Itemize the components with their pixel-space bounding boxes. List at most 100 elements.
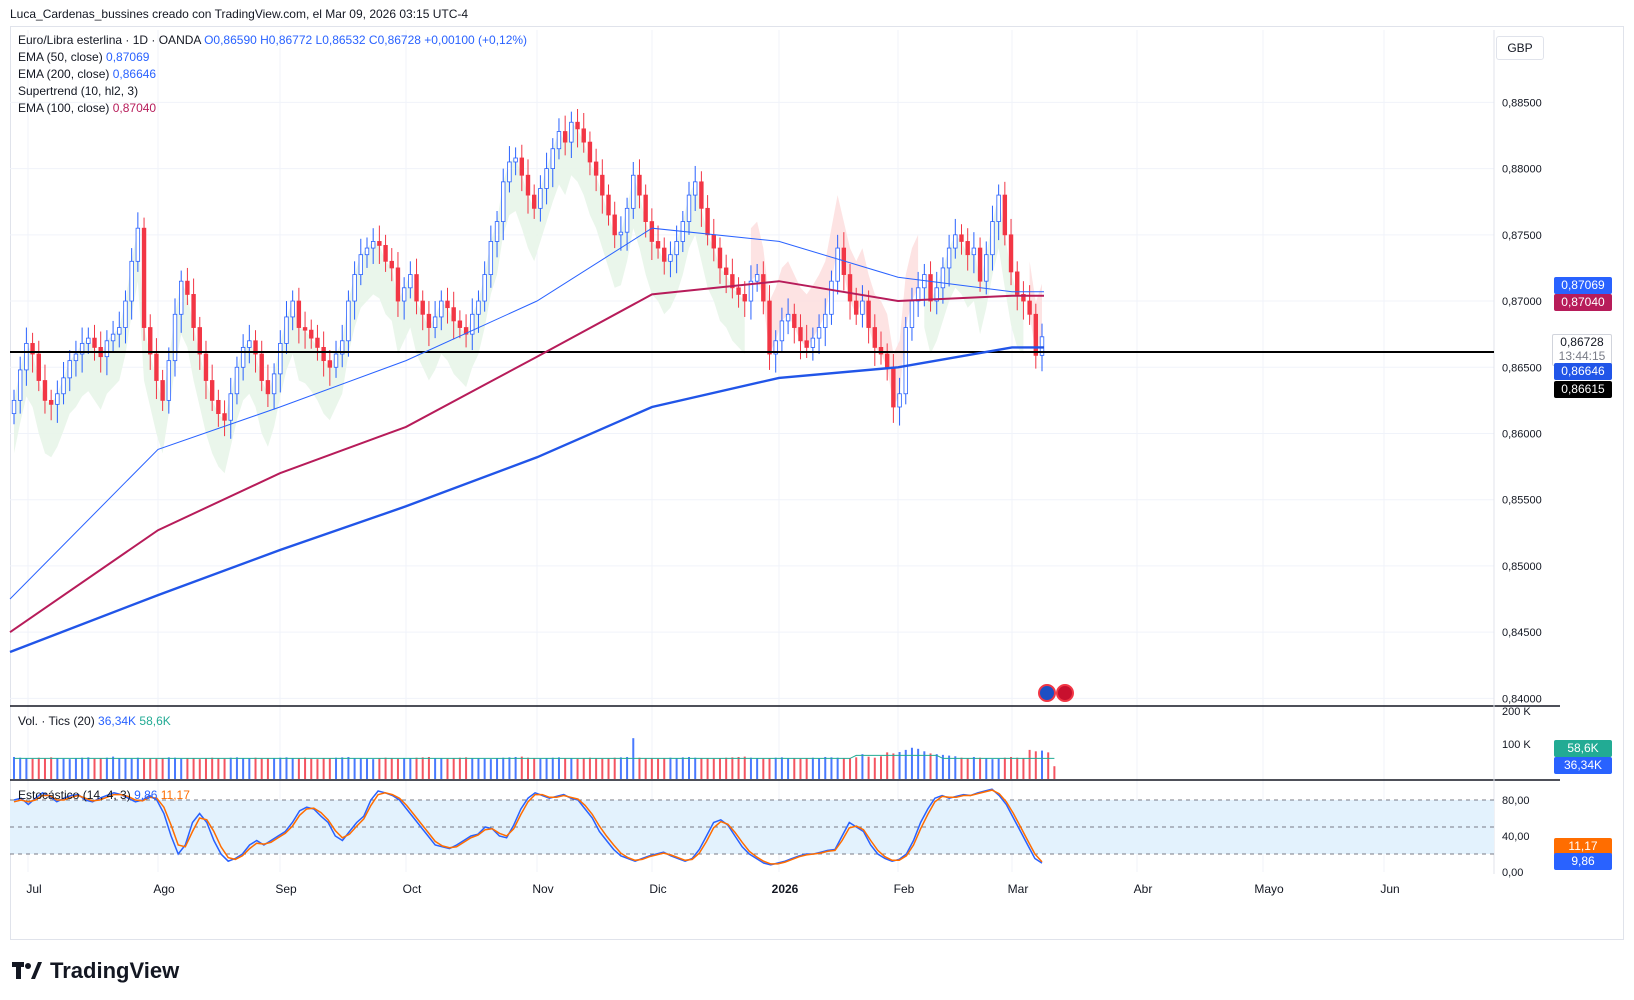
candle-body: [624, 207, 630, 233]
ema100-value: 0,87040: [112, 101, 157, 115]
candle-body: [662, 247, 667, 262]
candle-body: [723, 267, 729, 275]
volume-bar: [143, 759, 146, 779]
volume-bar: [452, 758, 455, 779]
stoch-tick-label: 0,00: [1502, 867, 1523, 879]
candle-body: [79, 343, 85, 355]
y-tick-label: 0,87000: [1502, 296, 1542, 308]
supertrend-down-area: [750, 195, 919, 407]
x-tick-label: Mayo: [1254, 882, 1284, 896]
candle-body: [810, 337, 816, 348]
volume-ma-value: 58,6K: [139, 714, 171, 728]
currency-button[interactable]: GBP: [1496, 36, 1544, 60]
volume-bar: [514, 756, 517, 779]
volume-bar: [458, 757, 461, 779]
volume-bar: [105, 757, 108, 779]
x-tick-label: Mar: [1008, 882, 1029, 896]
volume-bar: [520, 756, 523, 779]
chart-grid: [10, 30, 1560, 874]
last-price-value: 0,86728: [1560, 335, 1604, 349]
volume-bar: [830, 757, 833, 779]
volume-bar: [260, 758, 263, 779]
candle-body: [736, 287, 741, 295]
candle-body: [513, 157, 518, 163]
candle-body: [30, 343, 35, 355]
candle-body: [296, 300, 302, 328]
candle-body: [569, 121, 574, 143]
candle-body: [203, 353, 209, 381]
eu-flag-icon[interactable]: [1038, 684, 1056, 702]
candle-body: [401, 287, 407, 302]
y-tick-label: 0,86000: [1502, 428, 1542, 440]
volume-tag: 36,34K: [1554, 757, 1612, 774]
volume-bar: [904, 749, 907, 779]
volume-bar: [898, 752, 901, 779]
candle-body: [779, 320, 785, 342]
main-legend: Euro/Libra esterlina · 1D · OANDA O0,865…: [18, 32, 527, 117]
uk-flag-icon[interactable]: [1056, 684, 1074, 702]
crosshair-price-tag: 0,86615: [1554, 381, 1612, 398]
candle-body: [959, 234, 964, 242]
volume-bar: [743, 756, 746, 779]
tradingview-logo[interactable]: TradingView: [12, 958, 179, 984]
volume-bar: [638, 757, 641, 779]
volume-bar: [799, 758, 802, 779]
candle-body: [234, 366, 240, 395]
volume-bar: [118, 758, 121, 779]
volume-bar: [948, 755, 951, 779]
candle-body: [903, 327, 908, 395]
volume-bar: [861, 754, 864, 779]
volume-bar: [297, 758, 300, 779]
volume-bar: [910, 747, 913, 779]
ema100-label: EMA (100, close): [18, 101, 110, 115]
stochastic-pane: [10, 788, 1494, 866]
volume-bar: [725, 757, 728, 779]
volume-bar: [1003, 757, 1006, 779]
volume-bar: [966, 758, 969, 779]
volume-pane: [13, 738, 1056, 779]
volume-bar: [533, 758, 536, 779]
volume-bar: [855, 757, 858, 779]
candle-body: [631, 174, 636, 209]
candle-body: [655, 241, 661, 249]
volume-bar: [818, 758, 821, 779]
candle-body: [550, 148, 555, 170]
volume-bar: [434, 758, 437, 779]
candle-body: [315, 337, 320, 348]
volume-bar: [836, 757, 839, 779]
candle-body: [451, 307, 456, 322]
volume-bar: [607, 758, 610, 779]
volume-bar: [762, 758, 765, 779]
volume-bar: [421, 757, 424, 779]
candles-layer: [10, 109, 1494, 439]
candle-body: [525, 174, 531, 196]
candle-body: [395, 267, 401, 302]
supertrend-up-area: [14, 122, 745, 474]
volume-bar: [19, 757, 22, 779]
ema100-line: [9, 280, 1044, 634]
candle-body: [271, 373, 277, 395]
volume-bar: [124, 758, 127, 779]
volume-bar: [335, 757, 338, 779]
stoch-k-tag: 9,86: [1554, 853, 1612, 870]
candle-body: [934, 287, 939, 302]
volume-bar: [465, 757, 468, 779]
candle-body: [835, 247, 840, 282]
volume-bar: [805, 758, 808, 779]
candle-body: [804, 340, 809, 348]
x-tick-label: Sep: [275, 882, 297, 896]
volume-bar: [217, 758, 220, 779]
candle-body: [240, 347, 246, 368]
candle-body: [699, 181, 704, 209]
volume-bar: [706, 758, 709, 779]
candle-body: [420, 300, 425, 315]
candle-body: [717, 247, 723, 269]
volume-value: 36,34K: [98, 714, 137, 728]
candle-body: [117, 327, 122, 335]
volume-bar: [13, 756, 15, 779]
candle-body: [216, 399, 221, 415]
x-tick-label: Feb: [894, 882, 915, 896]
y-tick-label: 0,88000: [1502, 164, 1542, 176]
candle-body: [253, 340, 258, 355]
